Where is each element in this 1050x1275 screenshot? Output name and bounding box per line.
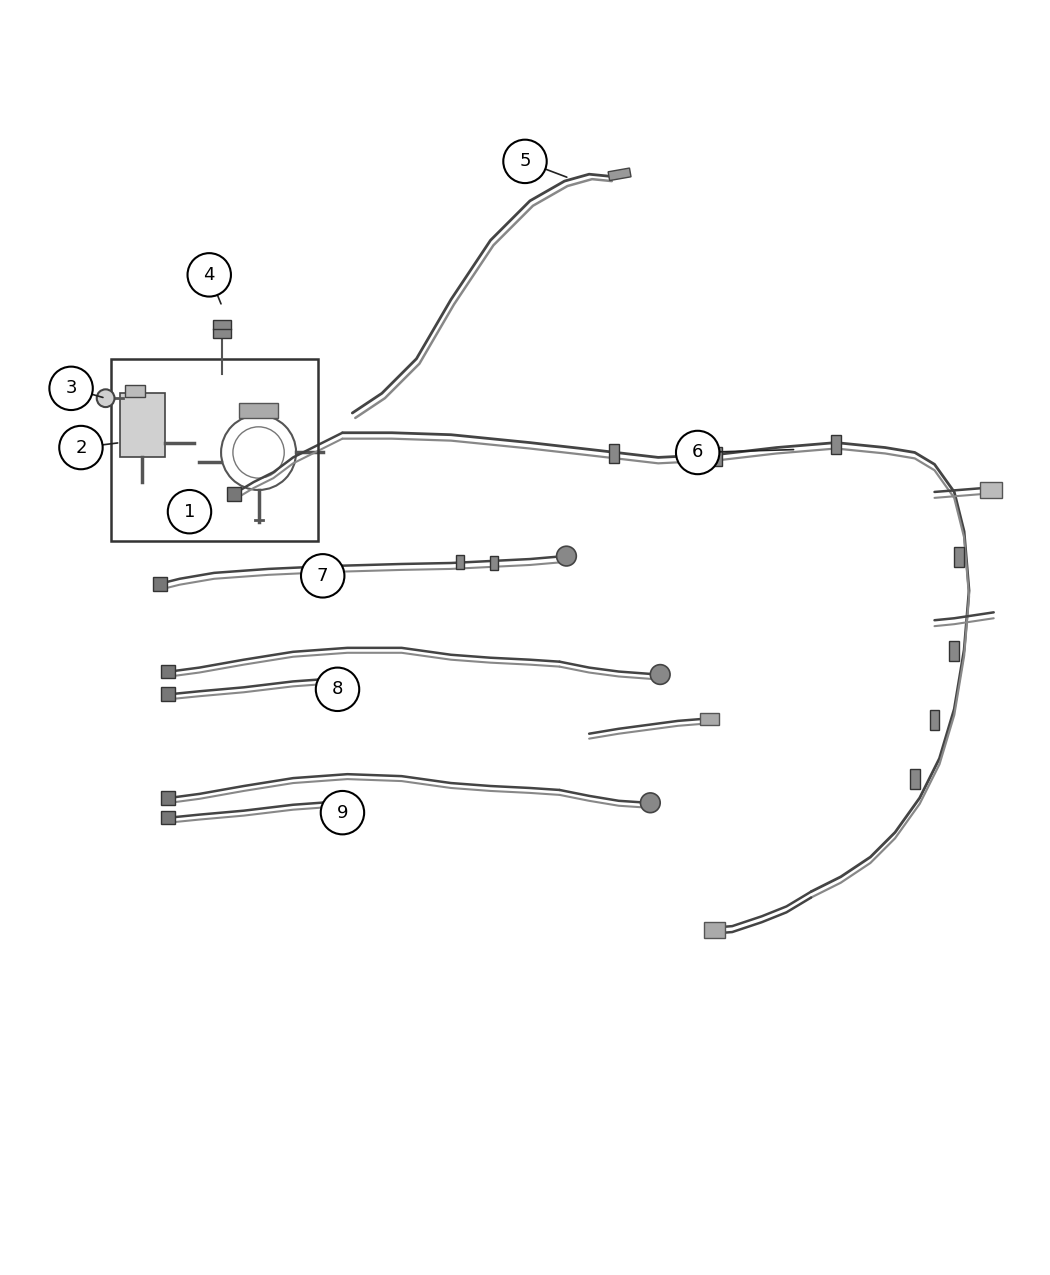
Circle shape xyxy=(650,664,670,685)
Text: 6: 6 xyxy=(692,444,704,462)
Bar xyxy=(699,713,719,724)
Circle shape xyxy=(316,668,359,711)
Text: 9: 9 xyxy=(337,803,349,821)
Circle shape xyxy=(503,140,547,184)
Bar xyxy=(929,710,940,729)
Bar xyxy=(910,769,920,789)
Bar xyxy=(704,922,726,938)
Text: 3: 3 xyxy=(65,380,77,398)
Circle shape xyxy=(188,254,231,297)
Circle shape xyxy=(301,555,344,598)
Bar xyxy=(980,482,1002,497)
Text: 4: 4 xyxy=(204,266,215,284)
Bar xyxy=(831,435,841,454)
Bar xyxy=(949,641,960,660)
Bar xyxy=(153,576,167,590)
Bar xyxy=(161,687,174,701)
Bar xyxy=(110,358,318,542)
Bar xyxy=(954,547,964,567)
Text: 8: 8 xyxy=(332,681,343,699)
Circle shape xyxy=(556,546,576,566)
Circle shape xyxy=(97,389,114,407)
Bar xyxy=(213,320,231,338)
Bar xyxy=(161,664,174,678)
Bar xyxy=(125,385,145,398)
Bar xyxy=(608,168,631,181)
Bar xyxy=(456,555,464,569)
Bar xyxy=(238,403,278,418)
Text: 5: 5 xyxy=(520,153,530,171)
Circle shape xyxy=(640,793,660,812)
Bar xyxy=(161,790,174,805)
Circle shape xyxy=(676,431,719,474)
Bar xyxy=(161,811,174,825)
Text: 2: 2 xyxy=(76,439,87,456)
Circle shape xyxy=(59,426,103,469)
Bar xyxy=(609,444,618,463)
Bar xyxy=(121,393,165,458)
Circle shape xyxy=(168,490,211,533)
Bar xyxy=(490,556,499,570)
Circle shape xyxy=(49,367,92,411)
Circle shape xyxy=(320,790,364,834)
Bar xyxy=(227,487,240,501)
Bar xyxy=(713,446,722,467)
Text: 7: 7 xyxy=(317,567,329,585)
Text: 1: 1 xyxy=(184,502,195,520)
